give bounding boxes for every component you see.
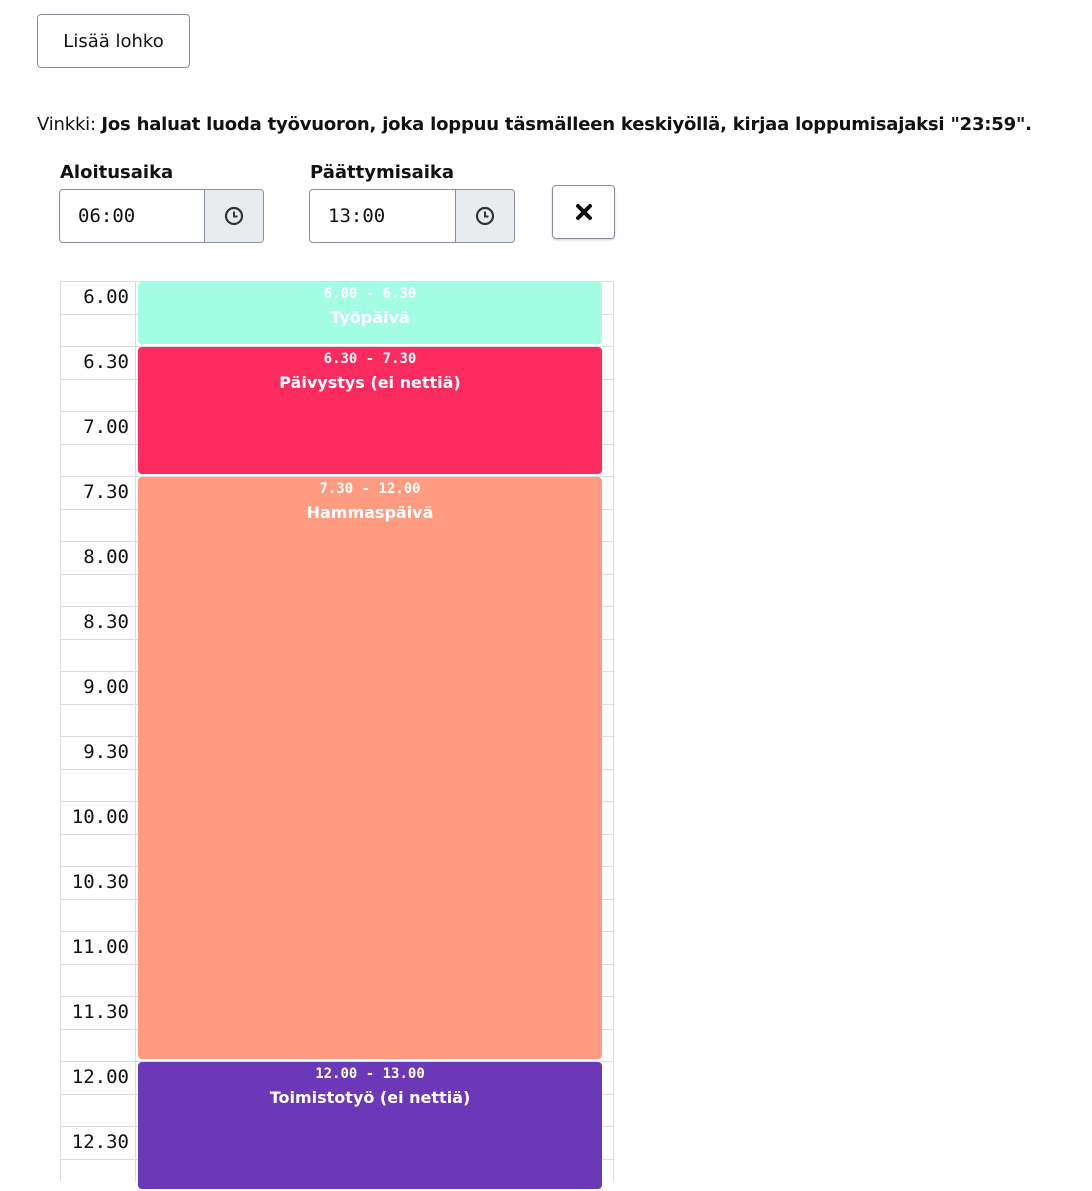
event-time: 7.30 - 12.00 (319, 481, 421, 497)
remove-button[interactable] (552, 185, 615, 239)
hint-text: Jos haluat luoda työvuoron, joka loppuu … (101, 114, 1032, 135)
time-label: 12.00 (71, 1066, 129, 1088)
event-time: 12.00 - 13.00 (315, 1066, 425, 1082)
time-label: 10.00 (71, 806, 129, 828)
time-label: 6.30 (83, 351, 129, 373)
add-block-button[interactable]: Lisää lohko (37, 14, 190, 68)
start-label: Aloitusaika (60, 162, 174, 183)
time-label: 10.30 (71, 871, 129, 893)
start-value[interactable]: 06:00 (78, 205, 136, 227)
time-label: 7.30 (83, 481, 129, 503)
column-separator (135, 281, 136, 1181)
clock-icon (224, 206, 244, 226)
event-title: Työpäivä (330, 308, 410, 327)
time-label: 11.00 (71, 936, 129, 958)
time-label: 11.30 (71, 1001, 129, 1023)
time-label: 7.00 (83, 416, 129, 438)
event-block[interactable]: 7.30 - 12.00 Hammaspäivä (138, 477, 602, 1059)
event-block[interactable]: 6.00 - 6.30 Työpäivä (138, 282, 602, 344)
start-input[interactable]: 06:00 (59, 189, 264, 243)
close-icon (575, 204, 592, 220)
time-label: 6.00 (83, 286, 129, 308)
event-block[interactable]: 12.00 - 13.00 Toimistotyö (ei nettiä) (138, 1062, 602, 1189)
end-input[interactable]: 13:00 (309, 189, 515, 243)
end-value[interactable]: 13:00 (328, 205, 386, 227)
time-label: 9.00 (83, 676, 129, 698)
event-time: 6.00 - 6.30 (323, 286, 417, 302)
hint: Vinkki: Jos haluat luoda työvuoron, joka… (37, 114, 1032, 135)
clock-button[interactable] (455, 190, 514, 242)
hint-prefix: Vinkki: (37, 114, 96, 135)
time-label: 8.00 (83, 546, 129, 568)
end-label: Päättymisaika (310, 162, 455, 183)
event-title: Hammaspäivä (306, 503, 434, 522)
calendar: 6.00 6.30 7.00 7.30 8.00 8.30 9.00 9.30 10.00 10.… (60, 281, 614, 1189)
time-label: 9.30 (83, 741, 129, 763)
event-block[interactable]: 6.30 - 7.30 Päivystys (ei nettiä) (138, 347, 602, 474)
event-title: Päivystys (ei nettiä) (279, 373, 461, 392)
clock-button[interactable] (204, 190, 263, 242)
clock-icon (475, 206, 495, 226)
time-label: 8.30 (83, 611, 129, 633)
event-time: 6.30 - 7.30 (323, 351, 417, 367)
time-label: 12.30 (71, 1131, 129, 1153)
event-title: Toimistotyö (ei nettiä) (269, 1088, 471, 1107)
